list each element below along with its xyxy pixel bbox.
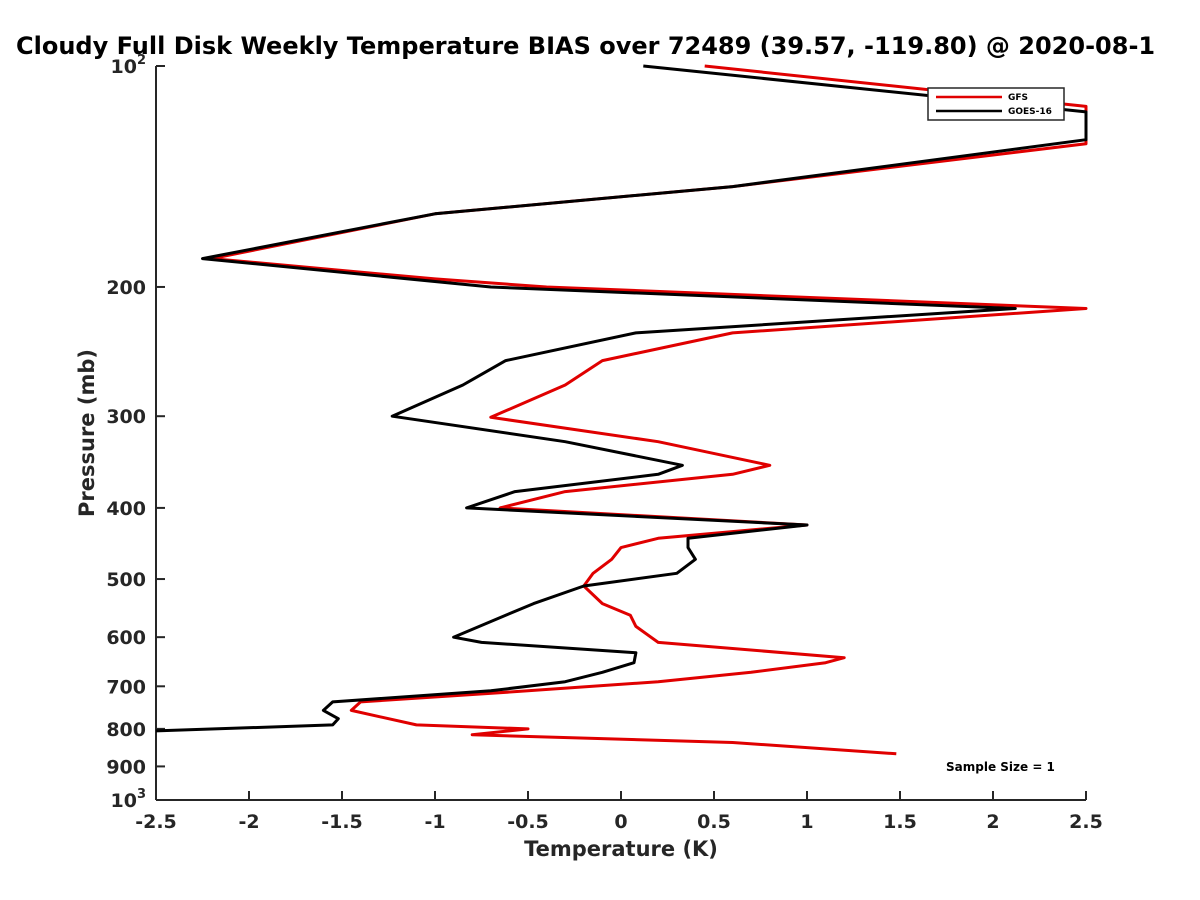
legend-label-gfs: GFS [1008,93,1028,103]
x-axis-ticks: -2.5 -2 -1.5 -1 -0.5 0 0.5 1 1.5 2 2.5 [135,791,1103,833]
series-line-gfs [210,64,1088,756]
y-axis-label: Pressure (mb) [75,349,99,517]
y-tick-label: 800 [106,719,146,741]
x-tick-label: 2.5 [1069,811,1103,833]
x-tick-label: -1 [424,811,445,833]
x-tick-label: -1.5 [321,811,363,833]
y-tick-label: 600 [106,627,146,649]
y-tick-label: 500 [106,569,146,591]
x-tick-label: 1.5 [883,811,917,833]
legend-box [927,87,1065,121]
x-tick-label: 0.5 [697,811,731,833]
plot-area [155,66,1086,801]
y-tick-label: 102 [111,53,147,78]
y-tick-label: 900 [106,756,146,778]
y-tick-label: 400 [106,498,146,520]
series-line-goes-16 [156,64,1088,733]
y-tick-label: 300 [106,406,146,428]
legend-label-goes-16: GOES-16 [1008,107,1052,117]
series-lines [156,64,1088,756]
y-tick-label: 103 [111,787,147,812]
x-tick-label: -0.5 [507,811,549,833]
x-axis-label: Temperature (K) [524,837,718,861]
x-tick-label: 2 [986,811,999,833]
y-tick-label: 700 [106,676,146,698]
x-tick-label: -2.5 [135,811,177,833]
sample-size-annotation: Sample Size = 1 [946,760,1055,774]
x-tick-label: -2 [238,811,259,833]
y-axis-ticks: 102 200 300 400 500 600 700 800 900 103 [106,53,165,812]
x-tick-label: 0 [614,811,627,833]
legend: GFS GOES-16 [927,87,1065,121]
chart-title: Cloudy Full Disk Weekly Temperature BIAS… [16,32,1155,60]
y-tick-label: 200 [106,277,146,299]
x-tick-label: 1 [800,811,813,833]
